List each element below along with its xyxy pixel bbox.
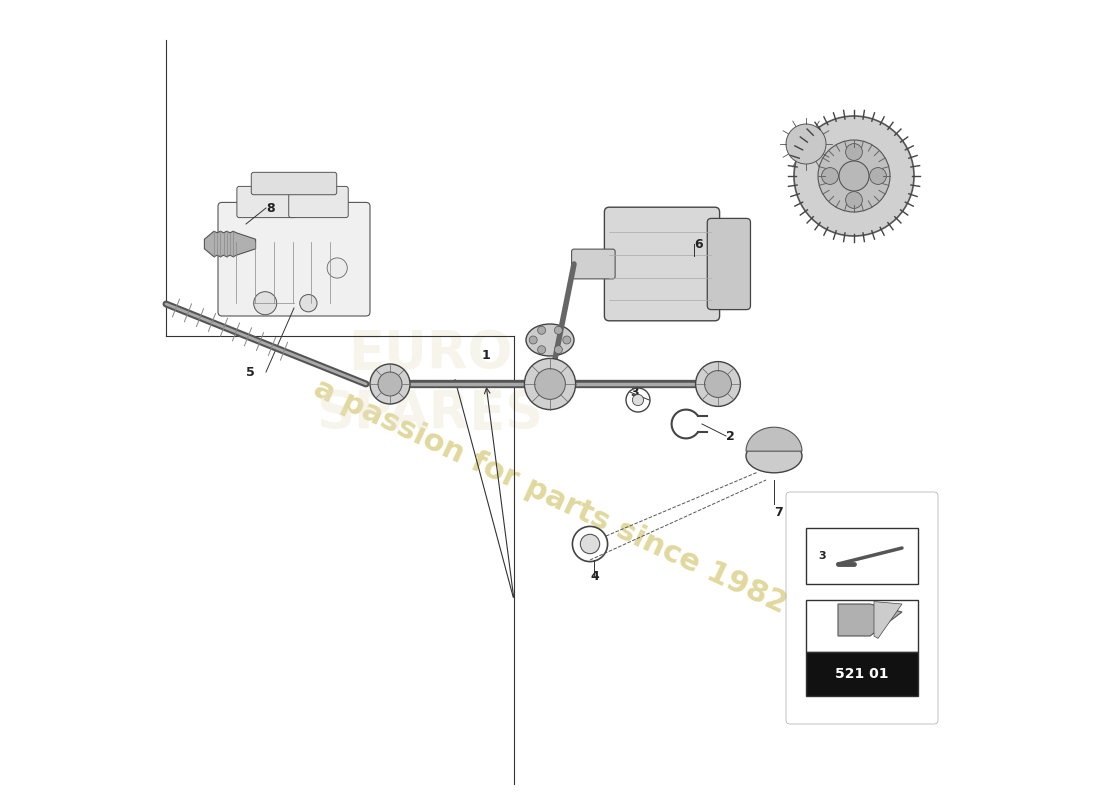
Circle shape <box>632 394 644 406</box>
Text: EURO
SPARES: EURO SPARES <box>317 328 543 440</box>
Circle shape <box>538 326 546 334</box>
Text: 2: 2 <box>726 430 735 442</box>
Circle shape <box>538 346 546 354</box>
Text: 4: 4 <box>590 570 598 582</box>
FancyBboxPatch shape <box>251 172 337 194</box>
Circle shape <box>846 192 862 209</box>
Polygon shape <box>874 602 902 638</box>
Circle shape <box>535 369 565 399</box>
Circle shape <box>870 168 887 184</box>
Circle shape <box>794 116 914 236</box>
Circle shape <box>705 370 732 398</box>
Bar <box>806 652 918 696</box>
Bar <box>806 600 918 652</box>
Circle shape <box>786 124 826 164</box>
Ellipse shape <box>746 439 802 473</box>
FancyBboxPatch shape <box>288 186 349 218</box>
Polygon shape <box>838 604 902 636</box>
Polygon shape <box>205 231 255 257</box>
Text: 8: 8 <box>266 202 275 214</box>
Polygon shape <box>746 427 802 451</box>
Circle shape <box>822 168 838 184</box>
Circle shape <box>327 258 348 278</box>
Circle shape <box>529 336 537 344</box>
Circle shape <box>563 336 571 344</box>
Text: 521 01: 521 01 <box>835 666 889 681</box>
Circle shape <box>525 358 575 410</box>
Circle shape <box>839 161 869 191</box>
Circle shape <box>554 326 562 334</box>
Circle shape <box>818 140 890 212</box>
Text: 3: 3 <box>630 386 639 398</box>
Circle shape <box>254 292 277 314</box>
Circle shape <box>695 362 740 406</box>
Text: 6: 6 <box>694 238 703 250</box>
Circle shape <box>378 372 402 396</box>
Bar <box>806 528 918 584</box>
Text: a passion for parts since 1982: a passion for parts since 1982 <box>309 374 791 618</box>
FancyBboxPatch shape <box>604 207 719 321</box>
Ellipse shape <box>526 324 574 356</box>
Text: 3: 3 <box>818 551 826 561</box>
Text: 5: 5 <box>246 366 255 378</box>
Text: 7: 7 <box>774 506 783 518</box>
Text: 1: 1 <box>482 350 491 362</box>
Circle shape <box>554 346 562 354</box>
Circle shape <box>581 534 600 554</box>
Circle shape <box>300 294 317 312</box>
FancyBboxPatch shape <box>218 202 370 316</box>
FancyBboxPatch shape <box>236 186 296 218</box>
FancyBboxPatch shape <box>707 218 750 310</box>
Circle shape <box>846 144 862 161</box>
Circle shape <box>370 364 410 404</box>
FancyBboxPatch shape <box>572 249 615 279</box>
